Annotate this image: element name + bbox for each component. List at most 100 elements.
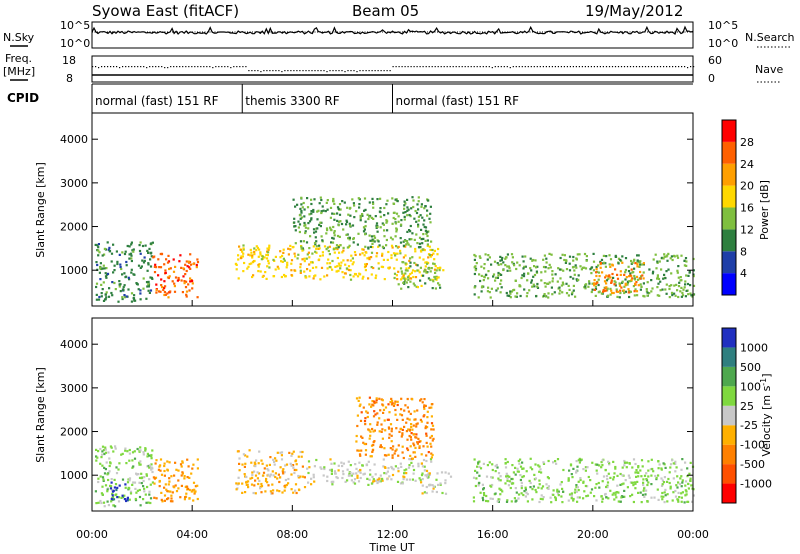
data-cell xyxy=(296,203,299,206)
data-cell xyxy=(533,265,536,268)
data-cell xyxy=(407,274,410,278)
data-cell xyxy=(578,253,581,256)
data-cell xyxy=(402,274,405,278)
data-cell xyxy=(590,290,593,294)
colorbar-tick-label: 1000 xyxy=(740,341,768,354)
data-cell xyxy=(399,462,402,465)
data-cell xyxy=(414,479,417,482)
data-cell xyxy=(320,266,324,269)
data-cell xyxy=(428,473,431,476)
data-cell xyxy=(353,204,356,207)
data-cell xyxy=(528,289,531,292)
data-cell xyxy=(389,400,392,404)
data-cell xyxy=(139,292,142,295)
data-cell xyxy=(147,464,150,468)
data-cell xyxy=(616,295,619,298)
data-cell xyxy=(193,492,196,495)
data-cell xyxy=(110,252,114,255)
data-cell xyxy=(411,232,414,235)
data-cell xyxy=(533,273,537,277)
data-cell xyxy=(332,237,335,240)
data-cell xyxy=(610,291,614,295)
power-colorbar-label: Power [dB] xyxy=(758,180,771,240)
colorbar-swatch xyxy=(722,386,736,406)
data-cell xyxy=(435,478,438,481)
velocity-colorbar-label: Velocity [m s-1] xyxy=(759,373,773,456)
data-cell xyxy=(135,282,138,285)
data-cell xyxy=(674,489,677,493)
data-cell xyxy=(284,478,287,482)
data-cell xyxy=(405,240,409,243)
data-cell xyxy=(155,266,158,269)
data-cell xyxy=(123,272,126,275)
data-cell xyxy=(430,428,433,431)
data-cell xyxy=(584,285,587,288)
data-cell xyxy=(113,264,116,267)
data-cell xyxy=(609,265,612,268)
data-cell xyxy=(261,462,264,465)
data-cell xyxy=(410,207,413,210)
data-cell xyxy=(389,447,392,450)
freq-point xyxy=(149,66,151,68)
freq-point xyxy=(92,66,94,68)
data-cell xyxy=(337,269,340,272)
data-cell xyxy=(522,467,525,470)
data-cell xyxy=(640,501,643,504)
data-cell xyxy=(584,287,587,290)
data-cell xyxy=(310,477,313,480)
data-cell xyxy=(345,267,348,270)
data-cell xyxy=(345,233,348,236)
data-cell xyxy=(665,283,668,286)
data-cell xyxy=(681,291,684,294)
data-cell xyxy=(641,493,645,496)
data-cell xyxy=(596,281,599,284)
data-cell xyxy=(669,487,672,490)
data-cell xyxy=(327,249,330,253)
data-cell xyxy=(318,258,321,261)
data-cell xyxy=(348,473,351,476)
freq-point xyxy=(314,70,316,72)
data-cell xyxy=(128,245,131,248)
data-cell xyxy=(185,260,188,263)
power-data-layer xyxy=(94,196,696,303)
data-cell xyxy=(257,265,260,268)
data-cell xyxy=(512,262,515,265)
data-cell xyxy=(535,295,538,298)
data-cell xyxy=(474,269,477,272)
data-cell xyxy=(474,265,477,268)
data-cell xyxy=(634,487,637,490)
data-cell xyxy=(567,479,570,482)
data-cell xyxy=(302,475,305,478)
data-cell xyxy=(107,478,110,482)
data-cell xyxy=(344,480,347,483)
data-cell xyxy=(383,466,387,469)
data-cell xyxy=(499,493,502,496)
data-cell xyxy=(614,268,617,271)
data-cell xyxy=(684,489,687,492)
data-cell xyxy=(670,284,673,287)
data-cell xyxy=(186,485,189,488)
data-cell xyxy=(626,486,629,489)
data-cell xyxy=(575,257,578,260)
noise-sky-label: N.Sky xyxy=(3,31,35,44)
data-cell xyxy=(692,269,695,272)
data-cell xyxy=(118,462,121,465)
data-cell xyxy=(289,244,292,247)
data-cell xyxy=(669,463,673,466)
data-cell xyxy=(307,471,310,475)
data-cell xyxy=(547,487,550,490)
data-cell xyxy=(117,496,121,499)
data-cell xyxy=(163,486,166,489)
freq-point xyxy=(179,66,181,68)
data-cell xyxy=(423,219,426,222)
data-cell xyxy=(307,222,310,225)
data-cell xyxy=(290,488,293,491)
data-cell xyxy=(600,258,604,261)
data-cell xyxy=(687,274,690,277)
data-cell xyxy=(425,232,428,235)
power-panel-frame xyxy=(91,112,694,307)
data-cell xyxy=(561,253,564,256)
data-cell xyxy=(246,455,249,458)
data-cell xyxy=(346,259,349,262)
data-cell xyxy=(418,236,422,239)
